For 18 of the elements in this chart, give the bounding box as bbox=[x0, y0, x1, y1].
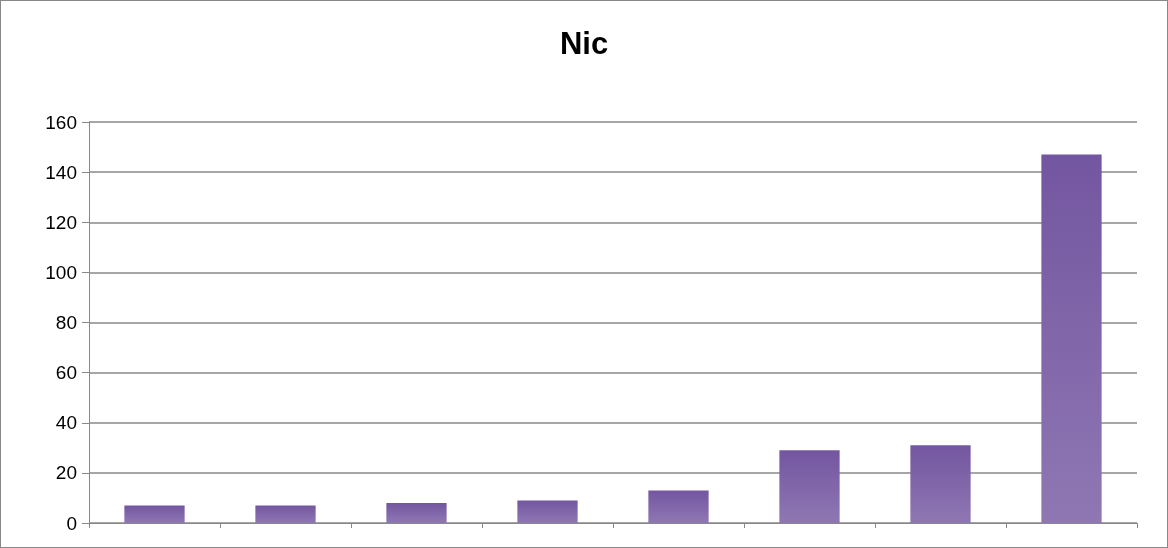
y-tick-label: 80 bbox=[55, 312, 77, 333]
bar bbox=[1041, 154, 1102, 523]
y-tick-label: 60 bbox=[55, 362, 77, 384]
bar bbox=[648, 490, 709, 523]
y-tick-label: 0 bbox=[66, 512, 77, 534]
bar bbox=[124, 505, 185, 523]
y-tick-label: 40 bbox=[55, 412, 77, 434]
y-tick-label: 100 bbox=[45, 261, 77, 283]
bar bbox=[517, 500, 578, 523]
chart-title: Nic bbox=[559, 26, 609, 61]
y-tick-label: 140 bbox=[45, 161, 77, 183]
y-tick-label: 20 bbox=[55, 462, 77, 484]
bar bbox=[910, 445, 971, 523]
bar bbox=[255, 505, 316, 523]
bar bbox=[779, 450, 840, 523]
y-tick-label: 160 bbox=[45, 111, 77, 133]
bar bbox=[386, 502, 447, 523]
y-tick-label: 120 bbox=[45, 211, 77, 233]
